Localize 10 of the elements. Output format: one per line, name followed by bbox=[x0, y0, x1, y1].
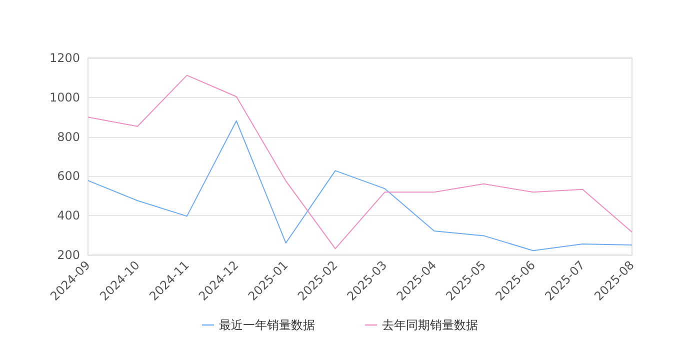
y-tick-label: 1200 bbox=[49, 51, 80, 65]
line-series bbox=[88, 120, 632, 252]
y-tick-label: 1000 bbox=[49, 90, 80, 104]
legend-label: 去年同期销量数据 bbox=[382, 318, 478, 332]
line-series bbox=[88, 74, 632, 250]
y-tick-label: 400 bbox=[57, 208, 80, 223]
legend-label: 最近一年销量数据 bbox=[219, 318, 315, 332]
y-tick-label: 200 bbox=[57, 248, 80, 262]
y-tick-label: 600 bbox=[57, 169, 80, 184]
y-tick-label: 800 bbox=[57, 130, 80, 144]
